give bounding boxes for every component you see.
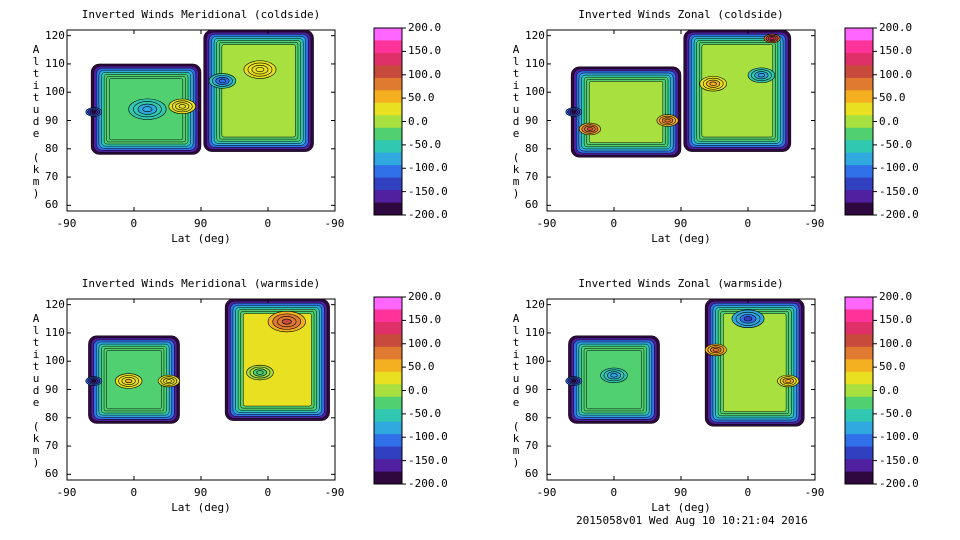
- colorbar-segment: [845, 309, 873, 322]
- contour-feature: [572, 380, 576, 382]
- y-tick-label: 70: [525, 439, 538, 452]
- colorbar-tick-label: 100.0: [879, 337, 912, 350]
- colorbar-segment: [845, 322, 873, 335]
- x-tick-label: 90: [674, 486, 687, 499]
- x-tick-label: -90: [805, 486, 825, 499]
- x-tick-label: -90: [537, 486, 557, 499]
- y-tick-label: 90: [525, 383, 538, 396]
- y-tick-label: 80: [525, 411, 538, 424]
- contour-band: [723, 314, 786, 412]
- colorbar-tick-label: 50.0: [879, 360, 906, 373]
- y-tick-label: 110: [525, 326, 545, 339]
- colorbar-tick-label: -200.0: [879, 477, 919, 490]
- y-tick-label: 120: [525, 298, 545, 311]
- colorbar-tick-label: 150.0: [879, 313, 912, 326]
- colorbar-segment: [845, 372, 873, 385]
- colorbar-segment: [845, 384, 873, 397]
- footer-timestamp: 2015058v01 Wed Aug 10 10:21:04 2016: [576, 514, 808, 527]
- contour-feature: [786, 380, 791, 383]
- colorbar-tick-label: 200.0: [879, 290, 912, 303]
- colorbar-segment: [845, 472, 873, 485]
- colorbar-segment: [845, 397, 873, 410]
- colorbar-segment: [845, 434, 873, 447]
- contour-feature: [611, 374, 618, 378]
- colorbar-segment: [845, 447, 873, 460]
- colorbar-tick-label: -50.0: [879, 407, 912, 420]
- colorbar-segment: [845, 359, 873, 372]
- x-tick-label: 0: [745, 486, 752, 499]
- x-tick-label: 0: [611, 486, 618, 499]
- colorbar-segment: [845, 409, 873, 422]
- y-tick-label: 100: [525, 354, 545, 367]
- colorbar-segment: [845, 334, 873, 347]
- colorbar-segment: [845, 459, 873, 472]
- contour-feature: [713, 348, 718, 351]
- contour-feature: [744, 317, 752, 321]
- colorbar-tick-label: -100.0: [879, 430, 919, 443]
- colorbar-segment: [845, 297, 873, 310]
- colorbar-segment: [845, 422, 873, 435]
- colorbar-tick-label: -150.0: [879, 454, 919, 467]
- colorbar-segment: [845, 347, 873, 360]
- colorbar-tick-label: 0.0: [879, 384, 899, 397]
- y-tick-label: 60: [525, 467, 538, 480]
